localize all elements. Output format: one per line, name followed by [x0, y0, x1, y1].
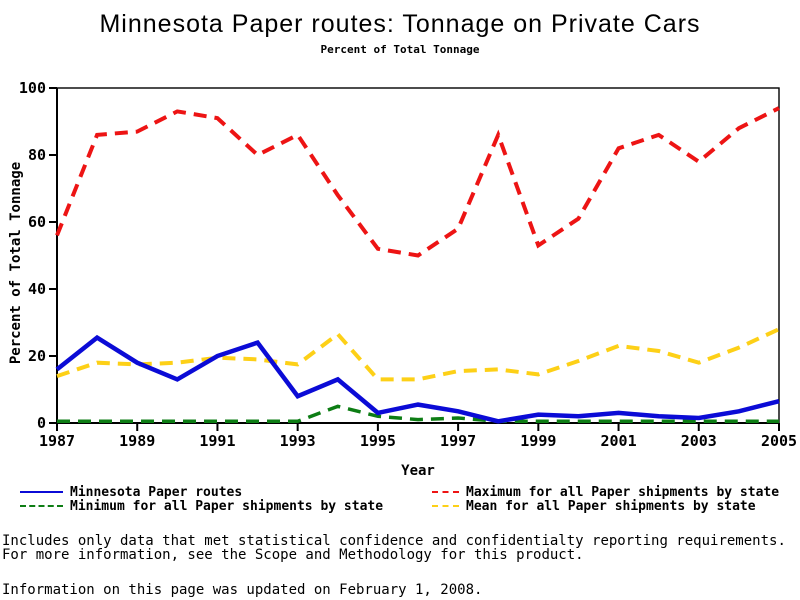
- minnesota-line-swatch: [20, 491, 63, 493]
- series-line-2: [57, 404, 779, 424]
- legend-label-minimum: Minimum for all Paper shipments by state: [70, 498, 384, 514]
- chart-subtitle: Percent of Total Tonnage: [320, 43, 480, 56]
- footnote-line-1: Includes only data that met statistical …: [2, 533, 786, 549]
- x-tick-label: 1991: [199, 432, 235, 450]
- y-tick-label: 20: [28, 347, 46, 365]
- legend-item-minimum: Minimum for all Paper shipments by state: [20, 498, 384, 514]
- series-line-3: [56, 327, 780, 382]
- x-tick-label: 1989: [119, 432, 155, 450]
- x-tick-label: 1999: [520, 432, 556, 450]
- maximum-line-swatch: [432, 491, 459, 493]
- legend-label-minnesota: Minnesota Paper routes: [70, 484, 243, 500]
- legend-item-minnesota: Minnesota Paper routes: [20, 484, 243, 500]
- chart-plot: 0 20 40 60 80 100 1987 1989 1991 1993 1995 1997 1999…: [19, 79, 797, 450]
- legend-row-1: Minnesota Paper routes Maximum for all P…: [0, 484, 800, 500]
- x-tick-label: 1987: [39, 432, 75, 450]
- y-tick-label: 40: [28, 280, 46, 298]
- footnote-line-2: For more information, see the Scope and …: [2, 547, 584, 563]
- mean-line-swatch: [432, 505, 459, 507]
- series-line-0: [55, 334, 780, 424]
- y-tick-label: 80: [28, 146, 46, 164]
- x-axis-title: Year: [401, 463, 435, 479]
- series-line-1: [55, 106, 780, 258]
- legend-item-maximum: Maximum for all Paper shipments by state: [432, 484, 780, 500]
- x-tick-label: 2003: [681, 432, 717, 450]
- chart-title: Minnesota Paper routes: Tonnage on Priva…: [99, 10, 701, 38]
- minimum-line-swatch: [20, 505, 63, 507]
- legend-row-2: Minimum for all Paper shipments by state…: [0, 498, 800, 514]
- y-tick-label: 100: [19, 79, 46, 97]
- x-tick-label: 2005: [761, 432, 797, 450]
- legend-label-mean: Mean for all Paper shipments by state: [466, 498, 756, 514]
- x-tick-label: 1993: [280, 432, 316, 450]
- legend-item-mean: Mean for all Paper shipments by state: [432, 498, 756, 514]
- x-tick-label: 1995: [360, 432, 396, 450]
- x-tick-label: 2001: [600, 432, 636, 450]
- y-tick-label: 0: [37, 414, 46, 432]
- y-axis-title: Percent of Total Tonnage: [8, 161, 24, 365]
- footnote-updated: Information on this page was updated on …: [2, 582, 483, 598]
- x-tick-label: 1997: [440, 432, 476, 450]
- legend-label-maximum: Maximum for all Paper shipments by state: [466, 484, 780, 500]
- y-tick-label: 60: [28, 213, 46, 231]
